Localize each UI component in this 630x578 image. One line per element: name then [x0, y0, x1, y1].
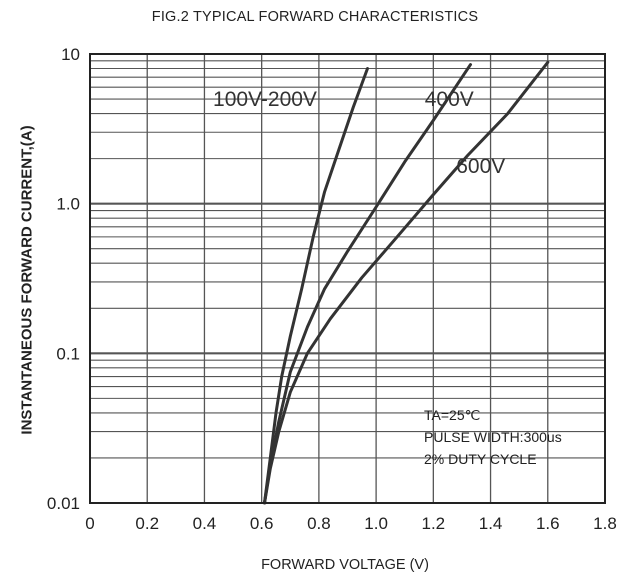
series-labels: 100V-200V 400V 600V	[213, 88, 505, 178]
curves	[263, 60, 550, 505]
x-tick-label: 0	[85, 514, 94, 533]
annotation-duty-cycle: 2% DUTY CYCLE	[424, 451, 537, 467]
x-tick-label: 0.8	[307, 514, 331, 533]
series-label: 100V-200V	[213, 88, 317, 111]
series-label: 400V	[425, 88, 474, 111]
x-tick-label: 0.4	[193, 514, 217, 533]
y-tick-label: 0.1	[56, 344, 80, 363]
x-tick-label: 0.6	[250, 514, 274, 533]
annotation-temperature: TA=25℃	[424, 407, 481, 423]
x-tick-label: 1.0	[364, 514, 388, 533]
x-tick-label: 1.2	[422, 514, 446, 533]
y-tick-label: 0.01	[47, 494, 80, 513]
series-label: 600V	[456, 155, 505, 178]
plot-frame	[89, 53, 606, 504]
curve-100v-200v	[263, 67, 369, 505]
tick-labels: 0 0.2 0.4 0.6 0.8 1.0 1.2 1.4 1.6 1.8 0.01 0.1 1.0 10	[47, 45, 617, 533]
x-tick-label: 1.4	[479, 514, 503, 533]
x-tick-label: 1.6	[536, 514, 560, 533]
x-tick-label: 0.2	[135, 514, 159, 533]
chart-title: FIG.2 TYPICAL FORWARD CHARACTERISTICS	[151, 9, 479, 25]
y-tick-label: 1.0	[56, 195, 80, 214]
curve-400v	[263, 63, 472, 505]
x-axis-label: FORWARD VOLTAGE (V)	[261, 557, 429, 573]
y-tick-label: 10	[61, 45, 80, 64]
annotation-pulse-width: PULSE WIDTH:300us	[424, 429, 562, 445]
x-tick-label: 1.8	[593, 514, 617, 533]
curve-600v	[263, 60, 550, 505]
